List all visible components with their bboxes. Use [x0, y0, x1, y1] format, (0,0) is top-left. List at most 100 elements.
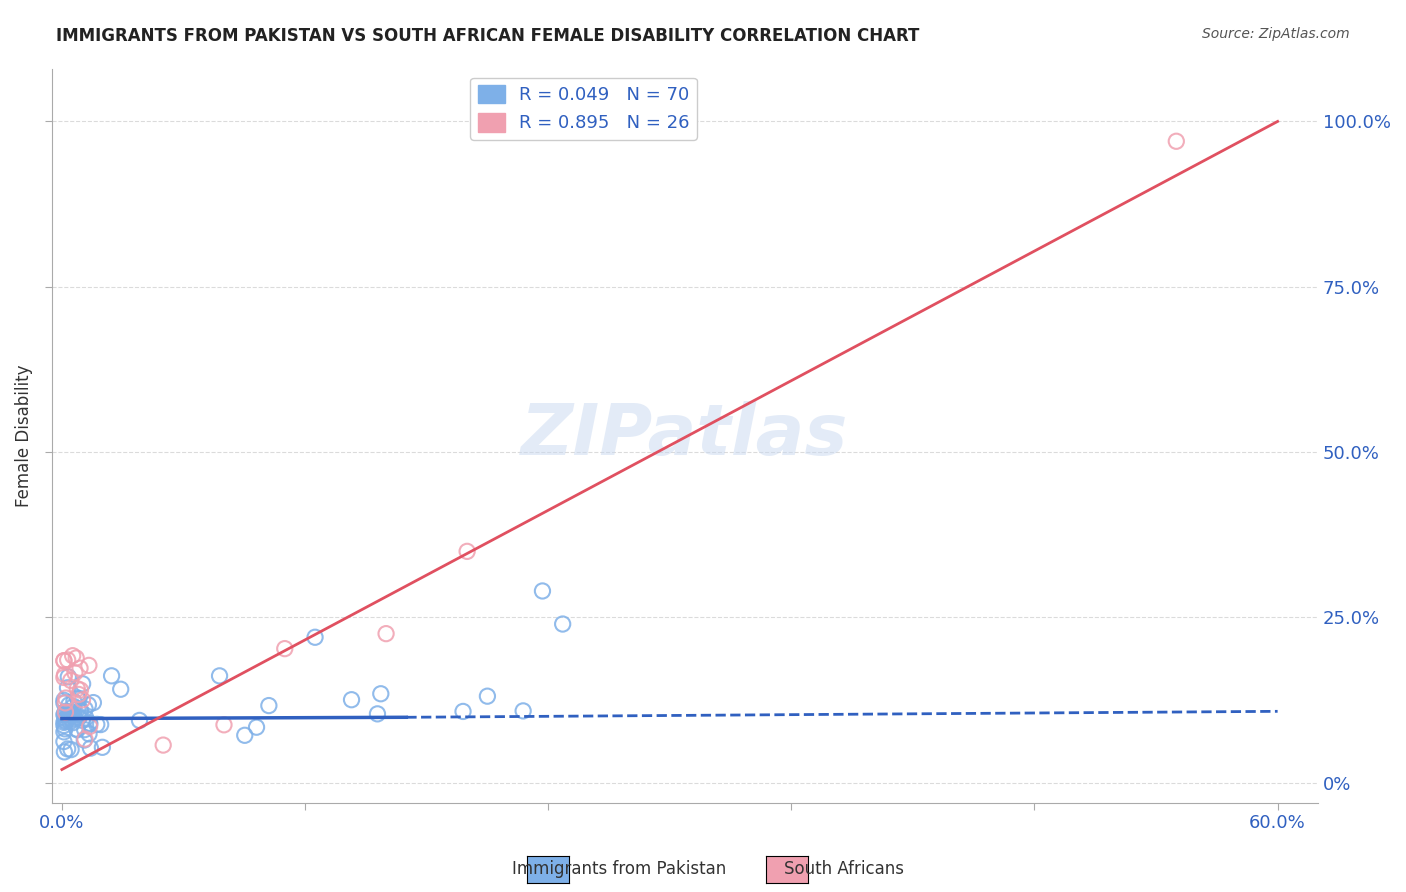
Point: [63, 711, 86, 725]
Point: [65, 651, 87, 665]
Point: [55, 712, 77, 726]
Point: [91, 740, 114, 755]
Point: [56, 708, 79, 723]
Point: [77, 658, 100, 673]
Point: [100, 669, 122, 683]
Point: [58, 670, 80, 684]
Point: [66, 722, 89, 736]
Point: [66, 723, 89, 737]
Point: [55, 705, 77, 719]
Point: [53, 707, 76, 722]
Point: [59, 673, 82, 688]
Text: Source: ZipAtlas.com: Source: ZipAtlas.com: [1202, 27, 1350, 41]
Point: [79, 716, 101, 731]
Point: [69, 705, 91, 719]
Point: [59, 714, 82, 729]
Point: [79, 717, 101, 731]
Point: [62, 715, 84, 730]
Point: [56, 653, 79, 667]
Point: [69, 661, 91, 675]
Point: [53, 713, 76, 727]
Point: [477, 689, 499, 703]
Point: [375, 626, 398, 640]
Point: [52, 724, 75, 739]
Point: [56, 742, 79, 756]
Point: [53, 745, 76, 759]
Point: [58, 698, 80, 712]
Point: [58, 710, 80, 724]
Point: [73, 702, 96, 716]
Point: [53, 667, 76, 681]
Y-axis label: Female Disability: Female Disability: [15, 364, 32, 507]
Point: [52, 718, 75, 732]
Point: [62, 699, 84, 714]
Point: [53, 722, 76, 736]
Point: [52, 715, 75, 730]
Point: [79, 741, 101, 756]
Point: [52, 707, 75, 722]
Point: [55, 704, 77, 718]
Point: [66, 702, 89, 716]
Point: [67, 692, 90, 706]
Point: [59, 705, 82, 719]
Point: [52, 654, 75, 668]
Point: [62, 706, 84, 720]
Point: [73, 723, 96, 737]
Point: [52, 654, 75, 668]
Point: [208, 669, 231, 683]
Point: [52, 693, 75, 707]
Point: [212, 718, 235, 732]
Point: [79, 719, 101, 733]
Point: [86, 717, 108, 731]
Point: [274, 641, 297, 656]
Point: [63, 712, 86, 726]
Point: [456, 544, 478, 558]
Point: [66, 691, 89, 706]
Point: [152, 738, 174, 752]
Point: [245, 720, 267, 734]
Point: [56, 681, 79, 695]
Point: [53, 696, 76, 710]
Point: [60, 742, 83, 756]
Point: [304, 630, 326, 644]
Point: [72, 693, 94, 707]
Point: [77, 727, 100, 741]
Point: [55, 691, 77, 706]
Point: [62, 648, 84, 663]
Point: [128, 714, 150, 728]
Point: [60, 706, 83, 720]
Point: [90, 717, 112, 731]
Point: [110, 682, 132, 697]
Point: [67, 688, 90, 702]
Point: [66, 681, 89, 696]
Point: [52, 696, 75, 710]
Point: [63, 665, 86, 680]
Point: [52, 670, 75, 684]
Point: [73, 732, 96, 747]
Text: South Africans: South Africans: [783, 860, 904, 878]
Point: [73, 733, 96, 747]
Point: [340, 692, 363, 706]
Point: [56, 705, 79, 719]
Point: [233, 728, 256, 742]
Point: [75, 711, 97, 725]
Point: [366, 706, 388, 721]
Point: [67, 711, 90, 725]
Text: ZIPatlas: ZIPatlas: [522, 401, 849, 470]
Point: [512, 704, 534, 718]
Legend: R = 0.049   N = 70, R = 0.895   N = 26: R = 0.049 N = 70, R = 0.895 N = 26: [471, 78, 697, 140]
Point: [55, 714, 77, 729]
Point: [370, 687, 392, 701]
Point: [77, 698, 100, 712]
Point: [451, 705, 474, 719]
Point: [82, 696, 104, 710]
Point: [70, 714, 93, 728]
Point: [63, 694, 86, 708]
Point: [551, 617, 574, 632]
Point: [257, 698, 280, 713]
Text: Immigrants from Pakistan: Immigrants from Pakistan: [512, 860, 725, 878]
Point: [72, 677, 94, 691]
Text: IMMIGRANTS FROM PAKISTAN VS SOUTH AFRICAN FEMALE DISABILITY CORRELATION CHART: IMMIGRANTS FROM PAKISTAN VS SOUTH AFRICA…: [56, 27, 920, 45]
Point: [69, 683, 91, 698]
Point: [52, 734, 75, 748]
